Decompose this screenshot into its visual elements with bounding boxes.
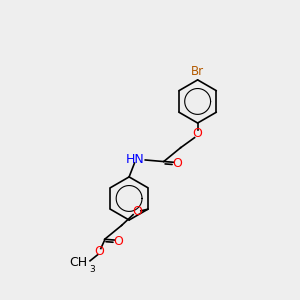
Text: CH: CH — [70, 256, 88, 269]
Text: O: O — [173, 157, 183, 170]
Text: O: O — [193, 127, 202, 140]
Text: O: O — [94, 245, 104, 258]
Text: Br: Br — [191, 64, 204, 78]
Text: O: O — [132, 205, 142, 218]
Text: HN: HN — [126, 154, 145, 166]
Text: O: O — [114, 235, 124, 248]
Text: 3: 3 — [89, 265, 95, 274]
